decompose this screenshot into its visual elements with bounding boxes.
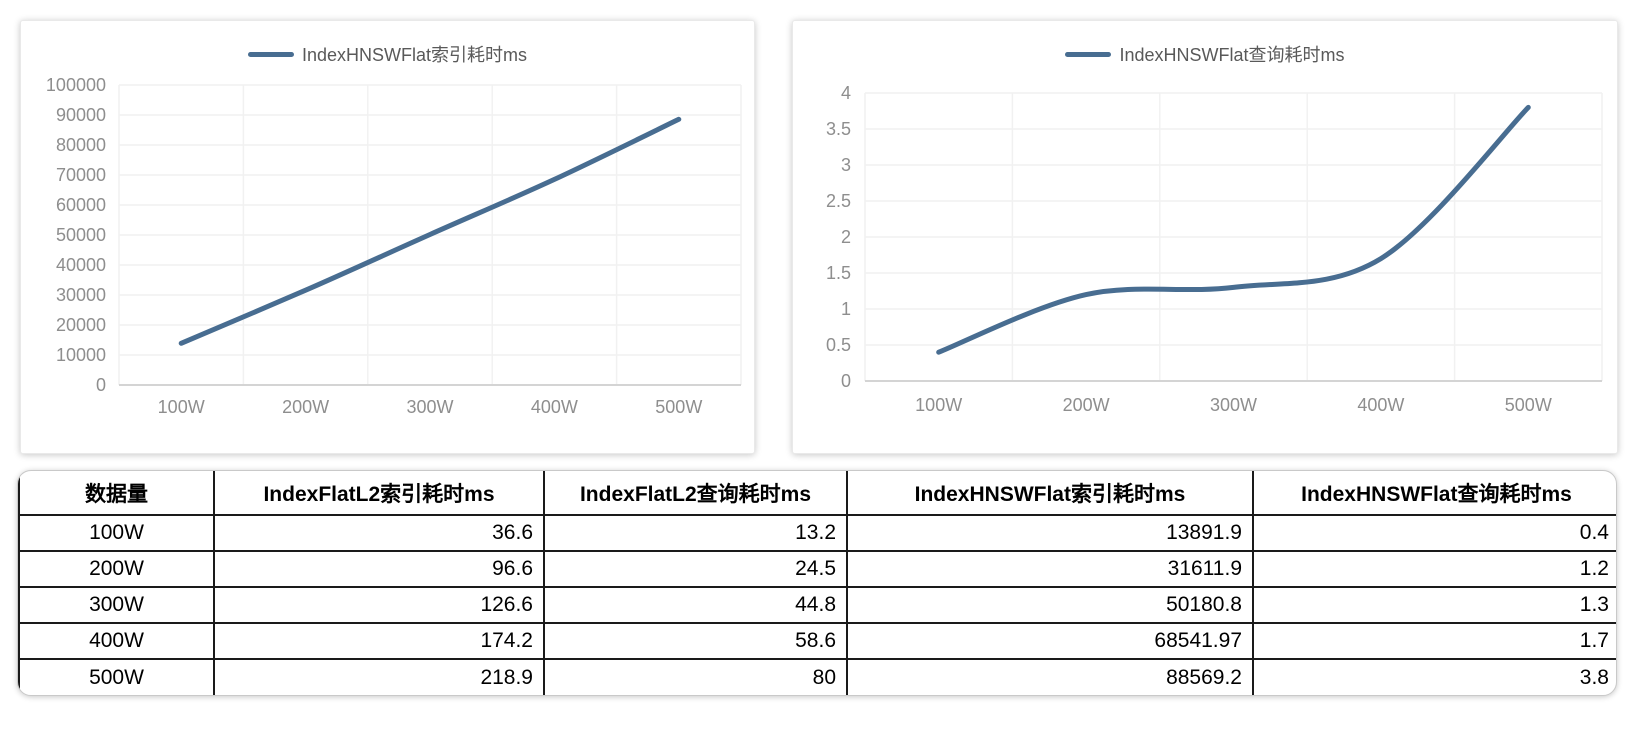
table-cell: 58.6	[543, 622, 848, 660]
svg-text:2: 2	[841, 227, 851, 247]
table-cell: 44.8	[543, 586, 848, 624]
table-cell: 126.6	[213, 586, 545, 624]
svg-text:10000: 10000	[56, 345, 106, 365]
table-cell: 68541.97	[846, 622, 1254, 660]
svg-text:400W: 400W	[1357, 395, 1404, 415]
svg-text:400W: 400W	[531, 397, 578, 417]
table-cell: 1.7	[1252, 622, 1616, 660]
table-cell: 400W	[18, 622, 215, 660]
svg-text:30000: 30000	[56, 285, 106, 305]
svg-text:3.5: 3.5	[826, 119, 851, 139]
table-cell: 200W	[18, 550, 215, 588]
table-row: 400W 174.2 58.6 68541.97 1.7	[18, 622, 1616, 660]
header-cell: IndexFlatL2索引耗时ms	[213, 471, 545, 516]
svg-text:20000: 20000	[56, 315, 106, 335]
table-cell: 96.6	[213, 550, 545, 588]
svg-text:300W: 300W	[406, 397, 453, 417]
svg-text:500W: 500W	[655, 397, 702, 417]
table-row: 500W 218.9 80 88569.2 3.8	[18, 658, 1616, 695]
table-cell: 1.2	[1252, 550, 1616, 588]
svg-text:0: 0	[841, 371, 851, 391]
header-row: 数据量 IndexFlatL2索引耗时ms IndexFlatL2查询耗时ms Ind…	[18, 471, 1616, 516]
svg-text:300W: 300W	[1210, 395, 1257, 415]
svg-text:60000: 60000	[56, 195, 106, 215]
results-table: 数据量 IndexFlatL2索引耗时ms IndexFlatL2查询耗时ms Ind…	[18, 471, 1616, 695]
svg-text:1: 1	[841, 299, 851, 319]
table-cell: 1.3	[1252, 586, 1616, 624]
results-table-card: 数据量 IndexFlatL2索引耗时ms IndexFlatL2查询耗时ms Ind…	[17, 470, 1617, 696]
svg-text:500W: 500W	[1505, 395, 1552, 415]
svg-text:100000: 100000	[46, 75, 106, 95]
table-cell: 31611.9	[846, 550, 1254, 588]
table-cell: 36.6	[213, 514, 545, 552]
svg-text:90000: 90000	[56, 105, 106, 125]
plot-area: 0 0.5 1 1.5 2 2.5 3 3.5 4 100W 200W 300W 400W 500W	[826, 83, 1603, 415]
plot-area: 0 10000 20000 30000 40000 50000 60000 70000 8000…	[46, 75, 742, 417]
svg-text:70000: 70000	[56, 165, 106, 185]
table-row: 100W 36.6 13.2 13891.9 0.4	[18, 514, 1616, 552]
svg-text:80000: 80000	[56, 135, 106, 155]
query-time-chart-card: IndexHNSWFlat查询耗时ms 0 0.5 1 1.5 2 2.5 3 3.5 4 100…	[792, 20, 1618, 454]
table-row: 300W 126.6 44.8 50180.8 1.3	[18, 586, 1616, 624]
table-cell: 174.2	[213, 622, 545, 660]
table-cell: 50180.8	[846, 586, 1254, 624]
table-cell: 24.5	[543, 550, 848, 588]
index-time-chart-card: IndexHNSWFlat索引耗时ms 0 10000 20000 30000 4000…	[20, 20, 755, 454]
table-cell: 3.8	[1252, 658, 1616, 695]
svg-text:200W: 200W	[1063, 395, 1110, 415]
svg-text:0: 0	[96, 375, 106, 395]
table-row: 200W 96.6 24.5 31611.9 1.2	[18, 550, 1616, 588]
table-cell: 88569.2	[846, 658, 1254, 695]
table-cell: 80	[543, 658, 848, 695]
table-cell: 218.9	[213, 658, 545, 695]
svg-text:2.5: 2.5	[826, 191, 851, 211]
table-cell: 500W	[18, 658, 215, 695]
svg-text:4: 4	[841, 83, 851, 103]
header-cell: IndexHNSWFlat查询耗时ms	[1252, 471, 1616, 516]
table-cell: 13891.9	[846, 514, 1254, 552]
svg-text:0.5: 0.5	[826, 335, 851, 355]
svg-text:1.5: 1.5	[826, 263, 851, 283]
table-cell: 100W	[18, 514, 215, 552]
table-cell: 0.4	[1252, 514, 1616, 552]
svg-text:100W: 100W	[158, 397, 205, 417]
header-cell: IndexHNSWFlat索引耗时ms	[846, 471, 1254, 516]
table-cell: 13.2	[543, 514, 848, 552]
svg-text:3: 3	[841, 155, 851, 175]
table-cell: 300W	[18, 586, 215, 624]
svg-text:40000: 40000	[56, 255, 106, 275]
svg-text:100W: 100W	[915, 395, 962, 415]
svg-text:200W: 200W	[282, 397, 329, 417]
header-cell: IndexFlatL2查询耗时ms	[543, 471, 848, 516]
svg-text:50000: 50000	[56, 225, 106, 245]
header-cell: 数据量	[18, 471, 215, 516]
